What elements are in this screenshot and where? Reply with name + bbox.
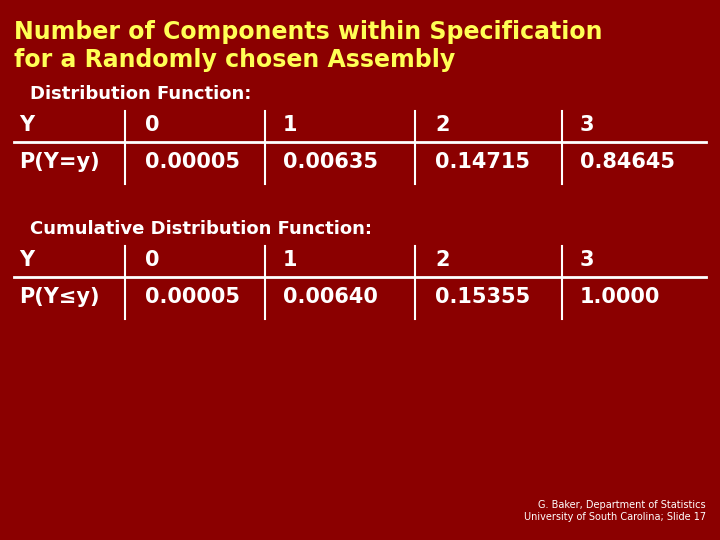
Text: Cumulative Distribution Function:: Cumulative Distribution Function:: [30, 220, 372, 238]
Text: 0.00635: 0.00635: [283, 152, 378, 172]
Text: 2: 2: [435, 250, 449, 270]
Text: Number of Components within Specification: Number of Components within Specificatio…: [14, 20, 603, 44]
Text: for a Randomly chosen Assembly: for a Randomly chosen Assembly: [14, 48, 455, 72]
Text: Distribution Function:: Distribution Function:: [30, 85, 251, 103]
Text: P(Y≤y): P(Y≤y): [19, 287, 99, 307]
Text: 0.00005: 0.00005: [145, 287, 240, 307]
Text: 0.00640: 0.00640: [283, 287, 378, 307]
Text: Y: Y: [19, 115, 34, 135]
Text: P(Y=y): P(Y=y): [19, 152, 99, 172]
Text: G. Baker, Department of Statistics
University of South Carolina; Slide 17: G. Baker, Department of Statistics Unive…: [524, 501, 706, 522]
Text: 0.00005: 0.00005: [145, 152, 240, 172]
Text: 3: 3: [580, 250, 595, 270]
Text: 0.14715: 0.14715: [435, 152, 530, 172]
Text: 1: 1: [283, 115, 297, 135]
Text: Y: Y: [19, 250, 34, 270]
Text: 0: 0: [145, 250, 160, 270]
Text: 0: 0: [145, 115, 160, 135]
Text: 3: 3: [580, 115, 595, 135]
Text: 2: 2: [435, 115, 449, 135]
Text: 1: 1: [283, 250, 297, 270]
Text: 1.0000: 1.0000: [580, 287, 660, 307]
Text: 0.84645: 0.84645: [580, 152, 675, 172]
Text: 0.15355: 0.15355: [435, 287, 530, 307]
